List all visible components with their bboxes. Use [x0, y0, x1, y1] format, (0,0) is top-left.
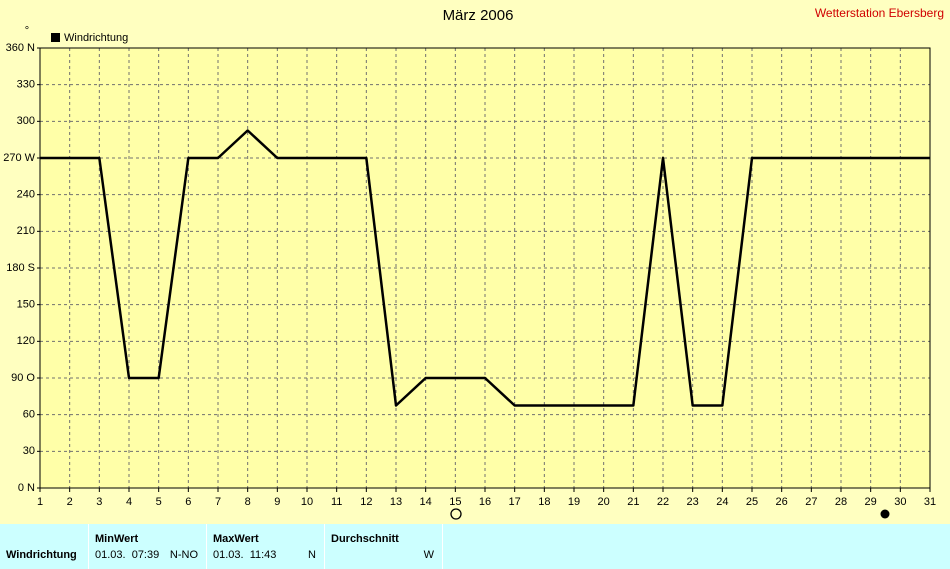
y-tick-label: 180 S: [6, 262, 35, 274]
x-tick-label: 20: [598, 496, 610, 508]
x-tick-label: 15: [449, 496, 461, 508]
avg-dir: W: [423, 549, 434, 561]
x-tick-label: 24: [716, 496, 728, 508]
legend-label: Windrichtung: [64, 32, 128, 44]
x-tick-label: 1: [37, 496, 43, 508]
y-tick-label: 60: [23, 409, 35, 421]
x-tick-label: 27: [805, 496, 817, 508]
max-header: MaxWert: [213, 533, 259, 545]
x-tick-label: 7: [215, 496, 221, 508]
x-tick-label: 10: [301, 496, 313, 508]
min-time: 01.03. 07:39: [95, 549, 160, 561]
y-tick-label: 240: [17, 189, 35, 201]
moon-new: [880, 509, 890, 519]
summary-table: Windrichtung MinWert 01.03. 07:39 N-NO M…: [0, 524, 950, 569]
x-tick-label: 22: [657, 496, 669, 508]
x-tick-label: 25: [746, 496, 758, 508]
y-axis-label: °: [25, 25, 29, 37]
x-tick-label: 14: [420, 496, 432, 508]
max-cell: MaxWert 01.03. 11:43 N: [207, 524, 325, 569]
min-header: MinWert: [95, 533, 139, 545]
x-tick-label: 31: [924, 496, 936, 508]
y-tick-label: 120: [17, 335, 35, 347]
moon-full: [450, 508, 462, 520]
x-tick-label: 11: [331, 496, 342, 508]
y-tick-label: 30: [23, 445, 35, 457]
y-tick-label: 300: [17, 115, 35, 127]
x-tick-label: 12: [360, 496, 372, 508]
x-tick-label: 19: [568, 496, 580, 508]
max-dir: N: [308, 549, 316, 561]
x-tick-label: 23: [687, 496, 699, 508]
y-tick-label: 90 O: [11, 372, 35, 384]
x-tick-label: 13: [390, 496, 402, 508]
x-tick-label: 2: [67, 496, 73, 508]
x-tick-label: 8: [245, 496, 251, 508]
x-tick-label: 16: [479, 496, 491, 508]
x-tick-label: 21: [627, 496, 639, 508]
x-tick-label: 4: [126, 496, 132, 508]
y-tick-label: 210: [17, 225, 35, 237]
x-tick-label: 6: [185, 496, 191, 508]
x-tick-label: 18: [538, 496, 550, 508]
max-time: 01.03. 11:43: [213, 549, 277, 561]
x-tick-label: 5: [156, 496, 162, 508]
y-tick-label: 0 N: [18, 482, 35, 494]
avg-cell: Durchschnitt W: [325, 524, 443, 569]
x-tick-label: 17: [509, 496, 521, 508]
x-tick-label: 26: [776, 496, 788, 508]
chart: März 2006 Wetterstation Ebersberg ° Wind…: [3, 6, 944, 520]
y-tick-label: 150: [17, 299, 35, 311]
x-tick-label: 3: [96, 496, 102, 508]
data-line: [40, 129, 930, 407]
x-tick-label: 9: [274, 496, 280, 508]
min-dir: N-NO: [169, 549, 198, 561]
y-tick-label: 330: [17, 79, 35, 91]
x-tick-label: 28: [835, 496, 847, 508]
min-cell: MinWert 01.03. 07:39 N-NO: [89, 524, 207, 569]
station-name: Wetterstation Ebersberg: [815, 6, 944, 20]
legend-swatch: [51, 33, 60, 42]
row-label: Windrichtung: [6, 549, 77, 561]
y-tick-label: 270 W: [3, 152, 35, 164]
avg-header: Durchschnitt: [331, 533, 399, 545]
x-tick-label: 29: [865, 496, 877, 508]
x-tick-label: 30: [894, 496, 906, 508]
row-label-cell: Windrichtung: [0, 524, 89, 569]
plot-border: [39, 47, 931, 489]
y-tick-label: 360 N: [6, 42, 35, 54]
chart-title: März 2006: [443, 7, 514, 24]
